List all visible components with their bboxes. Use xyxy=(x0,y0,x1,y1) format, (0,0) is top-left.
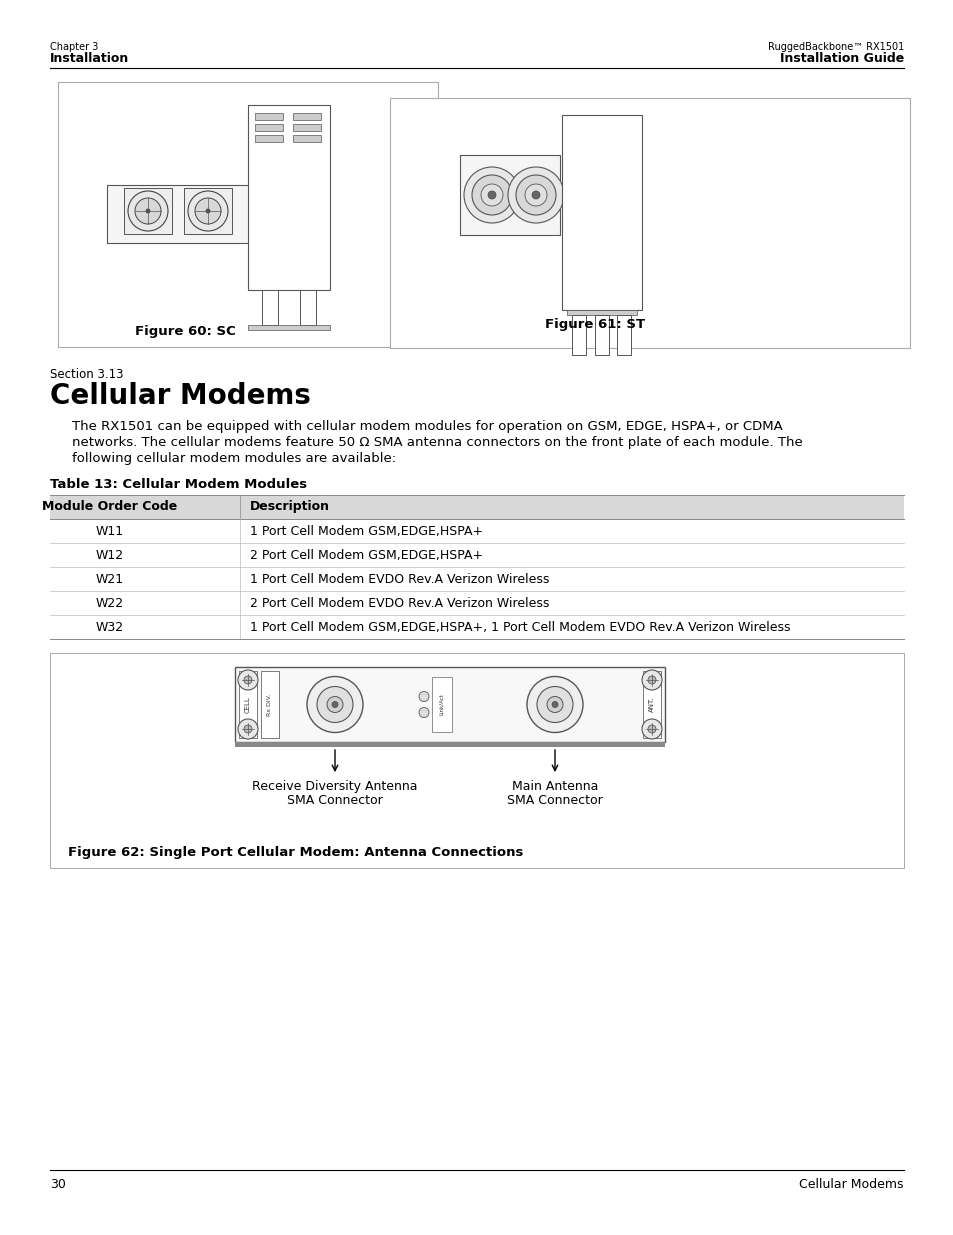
Circle shape xyxy=(552,701,558,708)
Bar xyxy=(595,315,608,354)
Text: 2 Port Cell Modem EVDO Rev.A Verizon Wireless: 2 Port Cell Modem EVDO Rev.A Verizon Wir… xyxy=(250,597,549,610)
Text: CELL: CELL xyxy=(245,697,251,713)
Text: Main Antenna: Main Antenna xyxy=(511,781,598,793)
Text: Installation: Installation xyxy=(50,52,129,65)
Text: The RX1501 can be equipped with cellular modem modules for operation on GSM, EDG: The RX1501 can be equipped with cellular… xyxy=(71,420,781,433)
Text: SMA Connector: SMA Connector xyxy=(507,794,602,806)
Text: 1 Port Cell Modem GSM,EDGE,HSPA+, 1 Port Cell Modem EVDO Rev.A Verizon Wireless: 1 Port Cell Modem GSM,EDGE,HSPA+, 1 Port… xyxy=(250,621,790,634)
Text: 1 Port Cell Modem GSM,EDGE,HSPA+: 1 Port Cell Modem GSM,EDGE,HSPA+ xyxy=(250,525,482,538)
Text: Chapter 3: Chapter 3 xyxy=(50,42,98,52)
Circle shape xyxy=(647,725,656,734)
Circle shape xyxy=(307,677,363,732)
Bar xyxy=(642,671,660,739)
Bar xyxy=(293,112,320,120)
Text: Figure 60: SC: Figure 60: SC xyxy=(134,325,235,338)
Text: ANT.: ANT. xyxy=(648,697,655,713)
Bar xyxy=(293,124,320,131)
Circle shape xyxy=(418,708,429,718)
Bar xyxy=(566,310,637,315)
Circle shape xyxy=(532,191,539,199)
Bar xyxy=(50,653,903,868)
Bar xyxy=(58,82,437,347)
Circle shape xyxy=(237,671,257,690)
Circle shape xyxy=(128,191,168,231)
Circle shape xyxy=(526,677,582,732)
Text: Description: Description xyxy=(250,500,330,513)
Circle shape xyxy=(507,167,563,224)
Circle shape xyxy=(418,692,429,701)
Bar xyxy=(239,671,256,739)
Bar xyxy=(184,188,232,233)
Circle shape xyxy=(327,697,343,713)
Text: networks. The cellular modems feature 50 Ω SMA antenna connectors on the front p: networks. The cellular modems feature 50… xyxy=(71,436,801,450)
Bar xyxy=(293,135,320,142)
Text: SMA Connector: SMA Connector xyxy=(287,794,382,806)
Bar xyxy=(432,677,452,732)
Circle shape xyxy=(206,209,210,212)
Circle shape xyxy=(641,719,661,739)
Circle shape xyxy=(194,198,221,224)
Circle shape xyxy=(332,701,337,708)
Circle shape xyxy=(524,184,546,206)
Bar xyxy=(248,325,330,330)
Circle shape xyxy=(480,184,502,206)
Bar xyxy=(617,315,630,354)
Text: Rx DIV.: Rx DIV. xyxy=(267,693,273,715)
Text: Figure 61: ST: Figure 61: ST xyxy=(544,317,644,331)
Bar xyxy=(254,124,283,131)
Circle shape xyxy=(641,671,661,690)
Bar xyxy=(234,667,664,742)
Bar xyxy=(254,135,283,142)
Circle shape xyxy=(647,676,656,684)
Text: W21: W21 xyxy=(96,573,124,585)
Bar xyxy=(459,156,559,235)
Circle shape xyxy=(546,697,562,713)
Text: 2 Port Cell Modem GSM,EDGE,HSPA+: 2 Port Cell Modem GSM,EDGE,HSPA+ xyxy=(250,550,482,562)
Text: Cellular Modems: Cellular Modems xyxy=(50,382,311,410)
Bar xyxy=(234,742,664,747)
Bar xyxy=(107,185,254,243)
Text: W12: W12 xyxy=(96,550,124,562)
Text: 1 Port Cell Modem EVDO Rev.A Verizon Wireless: 1 Port Cell Modem EVDO Rev.A Verizon Wir… xyxy=(250,573,549,585)
Text: Receive Diversity Antenna: Receive Diversity Antenna xyxy=(252,781,417,793)
Bar xyxy=(261,671,278,739)
Text: Link/Act: Link/Act xyxy=(439,694,444,715)
Circle shape xyxy=(488,191,496,199)
Circle shape xyxy=(244,676,252,684)
Text: Figure 62: Single Port Cellular Modem: Antenna Connections: Figure 62: Single Port Cellular Modem: A… xyxy=(68,846,523,860)
Circle shape xyxy=(188,191,228,231)
Text: Section 3.13: Section 3.13 xyxy=(50,368,123,382)
Bar xyxy=(299,290,315,325)
Text: following cellular modem modules are available:: following cellular modem modules are ava… xyxy=(71,452,395,466)
Circle shape xyxy=(472,175,512,215)
Circle shape xyxy=(135,198,161,224)
Circle shape xyxy=(516,175,556,215)
Circle shape xyxy=(146,209,150,212)
Text: Cellular Modems: Cellular Modems xyxy=(799,1178,903,1191)
Bar xyxy=(390,98,909,348)
Circle shape xyxy=(537,687,573,722)
Bar xyxy=(50,495,903,519)
Text: 30: 30 xyxy=(50,1178,66,1191)
Bar xyxy=(124,188,172,233)
Text: W11: W11 xyxy=(96,525,124,538)
Circle shape xyxy=(316,687,353,722)
Text: W22: W22 xyxy=(96,597,124,610)
Bar xyxy=(254,112,283,120)
Bar xyxy=(572,315,585,354)
Circle shape xyxy=(244,725,252,734)
Text: RuggedBackbone™ RX1501: RuggedBackbone™ RX1501 xyxy=(767,42,903,52)
Text: Module Order Code: Module Order Code xyxy=(42,500,177,513)
Circle shape xyxy=(237,719,257,739)
Bar xyxy=(262,290,277,325)
Bar xyxy=(561,115,641,310)
Bar xyxy=(248,105,330,290)
Text: W32: W32 xyxy=(96,621,124,634)
Text: Table 13: Cellular Modem Modules: Table 13: Cellular Modem Modules xyxy=(50,478,307,492)
Text: Installation Guide: Installation Guide xyxy=(779,52,903,65)
Circle shape xyxy=(463,167,519,224)
